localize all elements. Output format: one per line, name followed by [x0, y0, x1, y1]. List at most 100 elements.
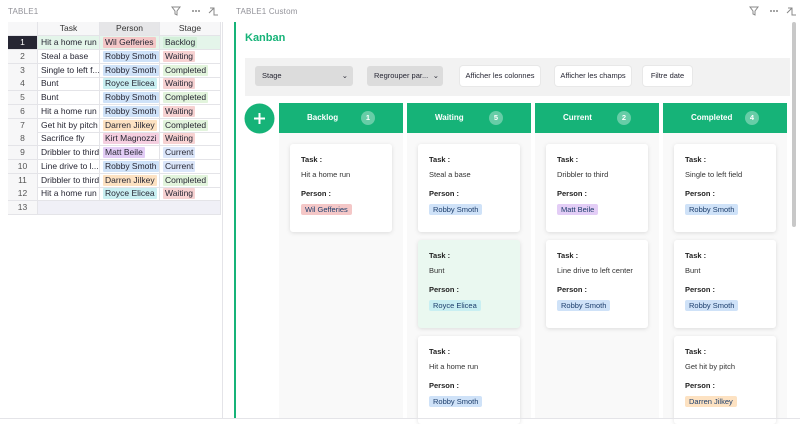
kanban-card[interactable]: Task : Bunt Person : Robby Smoth: [674, 240, 776, 328]
kanban-card[interactable]: Task : Hit a home run Person : Robby Smoth: [418, 336, 520, 424]
task-value: Bunt: [685, 266, 701, 275]
kanban-card[interactable]: Task : Steal a base Person : Robby Smoth: [418, 144, 520, 232]
column-header[interactable]: Completed 4: [663, 103, 787, 133]
add-column-button[interactable]: [244, 103, 275, 134]
column-header[interactable]: Stage: [160, 22, 221, 36]
column-header[interactable]: Person: [100, 22, 160, 36]
task-cell[interactable]: Hit a home run: [38, 187, 100, 202]
person-chip: Robby Smoth: [103, 105, 159, 117]
task-value: Bunt: [429, 266, 445, 275]
stage-chip: Backlog: [163, 37, 198, 48]
column-header[interactable]: Task: [38, 22, 100, 36]
kanban-card[interactable]: Task : Dribbler to third Person : Matt Beil…: [546, 144, 648, 232]
panel-icons[interactable]: [748, 4, 800, 18]
row-number[interactable]: 10: [8, 159, 38, 174]
person-cell[interactable]: Robby Smoth: [100, 91, 160, 105]
stage-cell[interactable]: Waiting: [160, 187, 221, 202]
scrollbar[interactable]: [792, 22, 796, 227]
person-cell[interactable]: Robby Smoth: [100, 63, 160, 78]
column-header[interactable]: Current 2: [535, 103, 659, 133]
person-cell[interactable]: Royce Elicea: [100, 77, 160, 92]
task-cell[interactable]: Bunt: [38, 77, 100, 92]
chevron: ⌄: [432, 71, 439, 80]
toolbar-button[interactable]: Afficher les colonnes: [460, 66, 540, 86]
stage-cell[interactable]: Backlog: [160, 36, 221, 50]
stage-cell[interactable]: Current: [160, 146, 221, 160]
stage-cell[interactable]: Completed: [160, 173, 221, 188]
person-chip: Matt Beile: [103, 147, 145, 158]
person-label: Person :: [429, 189, 460, 198]
row-number[interactable]: 9: [8, 146, 38, 160]
kanban-card[interactable]: Task : Line drive to left center Person : R…: [546, 240, 648, 328]
stage-chip: Completed: [163, 92, 209, 103]
kanban-card[interactable]: Task : Single to left field Person : Robby …: [674, 144, 776, 232]
panel-icons[interactable]: [170, 4, 222, 18]
task-cell[interactable]: Steal a base: [38, 49, 100, 64]
person-cell[interactable]: Robby Smoth: [100, 49, 160, 64]
person-label: Person :: [429, 381, 460, 390]
kanban-card[interactable]: Task : Hit a home run Person : Wil Gefferie…: [290, 144, 392, 232]
row-number[interactable]: 11: [8, 173, 38, 188]
row-number[interactable]: 1: [8, 36, 38, 50]
row-number[interactable]: 5: [8, 91, 38, 105]
task-cell[interactable]: Hit a home run: [38, 36, 100, 50]
task-value: Line drive to left center: [557, 266, 633, 275]
stage-select[interactable]: Stage ⌄: [255, 66, 353, 86]
select-label: Regrouper par...: [374, 71, 429, 80]
task-cell[interactable]: Line drive to l...: [38, 159, 100, 174]
stage-cell[interactable]: Completed: [160, 63, 221, 78]
task-cell[interactable]: Dribbler to third: [38, 146, 100, 160]
column-header[interactable]: Waiting 5: [407, 103, 531, 133]
row-number[interactable]: 2: [8, 49, 38, 64]
group-select[interactable]: Regrouper par... ⌄: [367, 66, 443, 86]
person-cell[interactable]: Robby Smoth: [100, 159, 160, 174]
new-row[interactable]: [38, 201, 221, 215]
task-cell[interactable]: Sacrifice fly: [38, 132, 100, 147]
stage-chip: Completed: [163, 174, 209, 186]
person-cell[interactable]: Royce Elicea: [100, 187, 160, 202]
toolbar-button[interactable]: Afficher les champs: [555, 66, 631, 86]
kanban-card[interactable]: Task : Get hit by pitch Person : Darren Jil…: [674, 336, 776, 424]
column-name: Current: [563, 113, 592, 122]
column-header[interactable]: Backlog 1: [279, 103, 403, 133]
column-count: 2: [617, 111, 631, 125]
stage-chip: Waiting: [163, 50, 196, 62]
select-label: Stage: [262, 71, 282, 80]
person-cell[interactable]: Darren Jilkey: [100, 173, 160, 188]
stage-cell[interactable]: Current: [160, 159, 221, 174]
task-cell[interactable]: Dribbler to third: [38, 173, 100, 188]
stage-cell[interactable]: Waiting: [160, 77, 221, 92]
stage-cell[interactable]: Waiting: [160, 132, 221, 147]
person-chip: Royce Elicea: [103, 188, 157, 200]
person-chip: Robby Smoth: [429, 204, 483, 215]
stage-cell[interactable]: Completed: [160, 118, 221, 133]
stage-cell[interactable]: Completed: [160, 91, 221, 105]
person-cell[interactable]: Kirt Magnozzi: [100, 132, 160, 147]
column-name: Completed: [691, 113, 733, 122]
person-cell[interactable]: Darren Jilkey: [100, 118, 160, 133]
task-cell[interactable]: Get hit by pitch: [38, 118, 100, 133]
task-value: Hit a home run: [301, 170, 351, 179]
kanban-card[interactable]: Task : Bunt Person : Royce Elicea: [418, 240, 520, 328]
person-chip: Robby Smoth: [429, 396, 483, 407]
row-number[interactable]: 13: [8, 201, 38, 215]
toolbar-button[interactable]: Filtre date: [643, 66, 692, 86]
stage-cell[interactable]: Waiting: [160, 104, 221, 119]
stage-cell[interactable]: Waiting: [160, 49, 221, 64]
person-cell[interactable]: Wil Gefferies: [100, 36, 160, 50]
row-number[interactable]: 7: [8, 118, 38, 133]
task-label: Task :: [429, 155, 451, 164]
row-number[interactable]: 4: [8, 77, 38, 92]
row-number[interactable]: 12: [8, 187, 38, 202]
person-chip: Robby Smoth: [557, 300, 611, 311]
task-label: Task :: [557, 155, 579, 164]
row-number[interactable]: 3: [8, 63, 38, 78]
stage-chip: Completed: [163, 119, 209, 131]
row-number[interactable]: 6: [8, 104, 38, 119]
row-number[interactable]: 8: [8, 132, 38, 147]
task-cell[interactable]: Bunt: [38, 91, 100, 105]
person-cell[interactable]: Robby Smoth: [100, 104, 160, 119]
task-cell[interactable]: Hit a home run: [38, 104, 100, 119]
task-cell[interactable]: Single to left f...: [38, 63, 100, 78]
person-cell[interactable]: Matt Beile: [100, 146, 160, 160]
